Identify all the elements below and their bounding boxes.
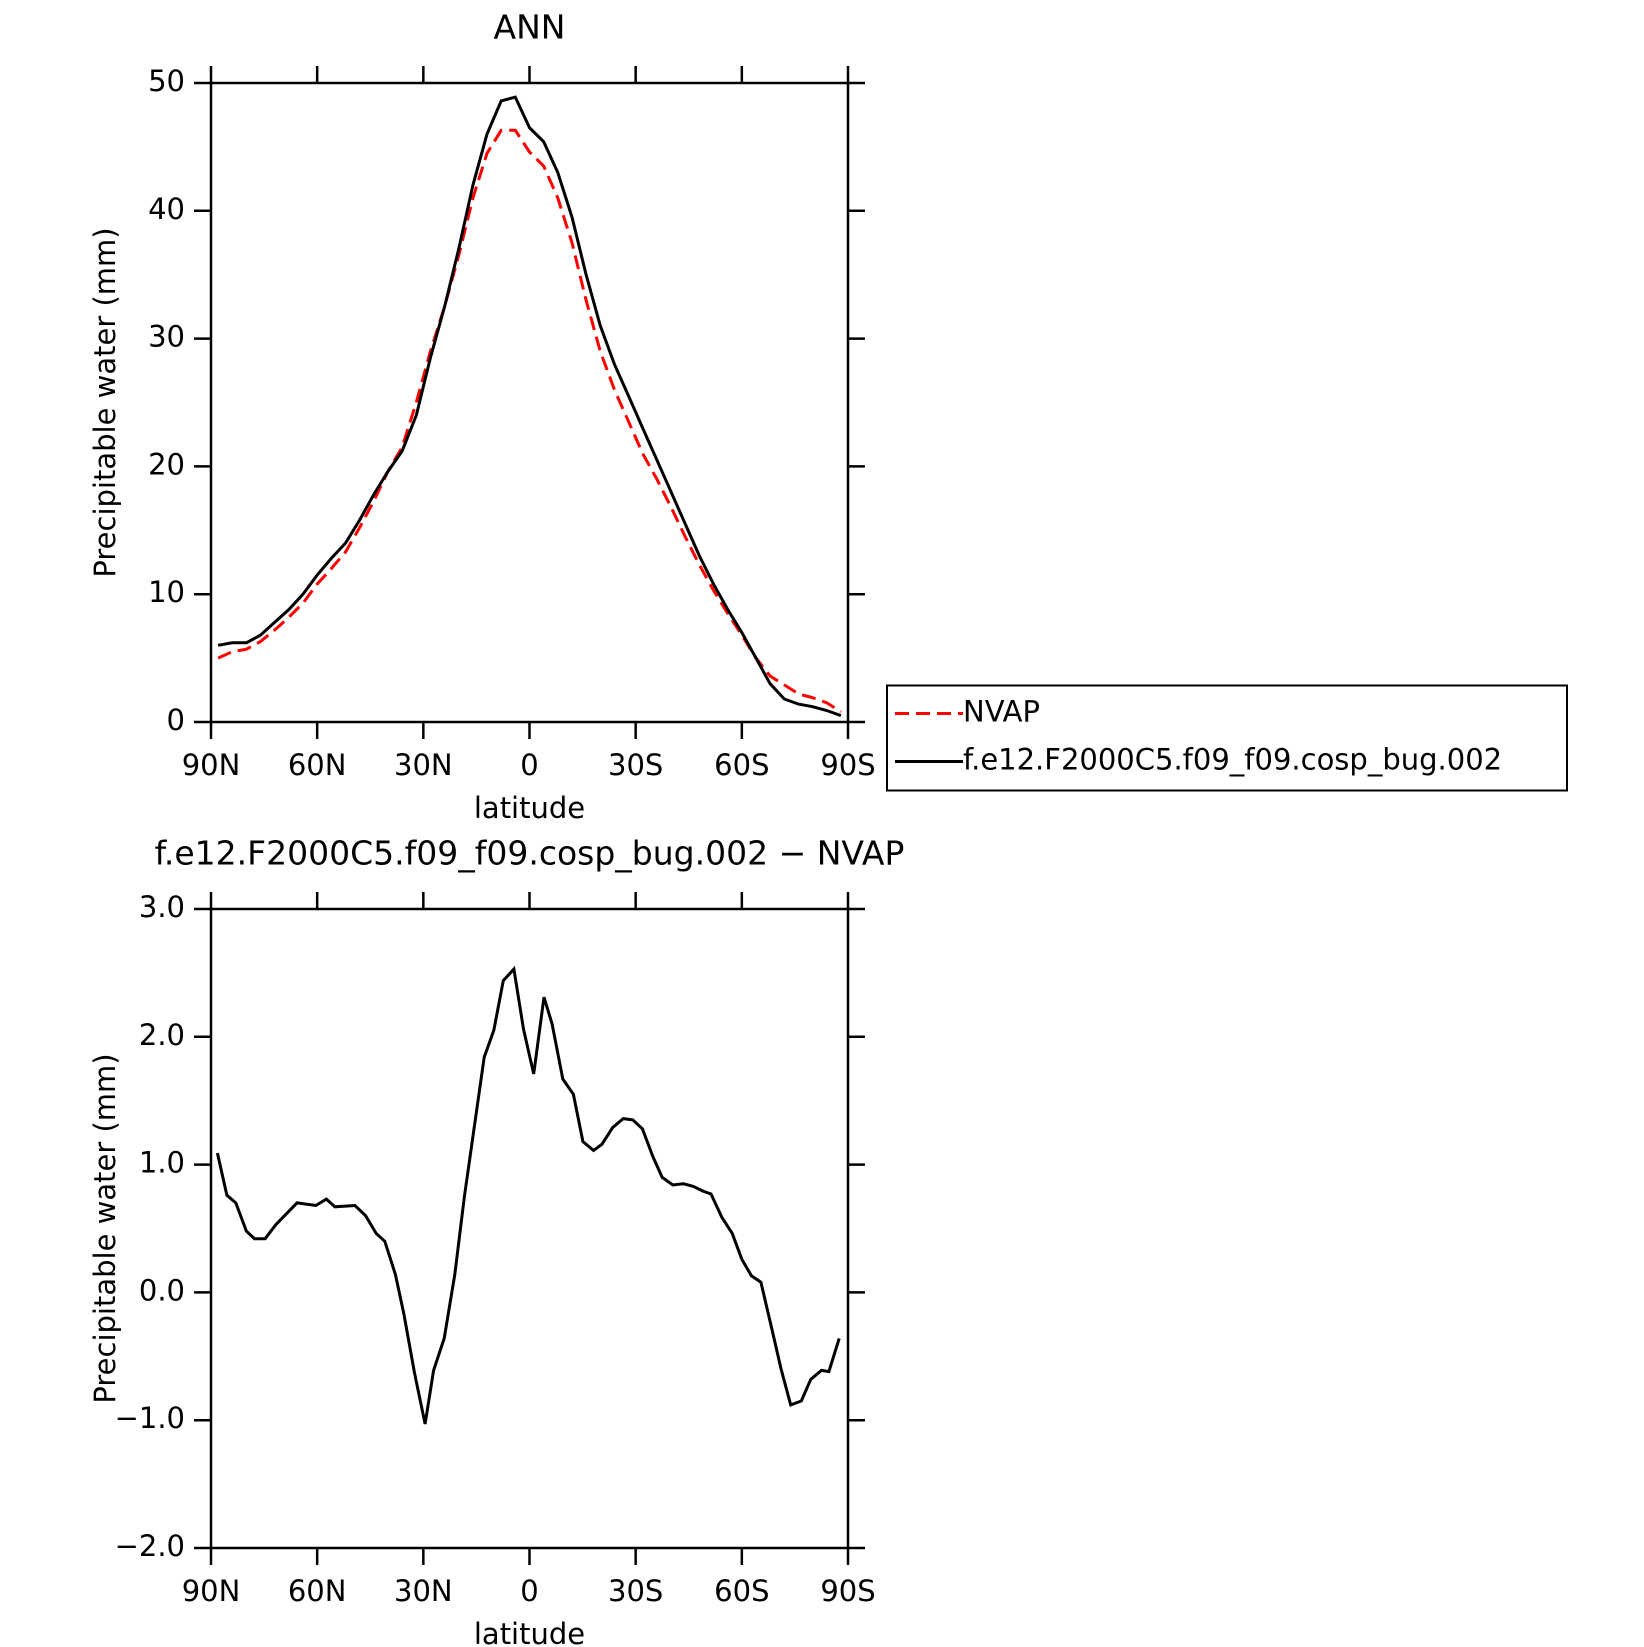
legend-label: NVAP xyxy=(963,695,1040,729)
data-line xyxy=(217,95,842,718)
x-tick-label: 30S xyxy=(608,1574,663,1608)
x-tick-label: 90N xyxy=(182,1574,241,1608)
x-tick-label: 90S xyxy=(820,748,875,782)
plot-frame xyxy=(209,907,850,1550)
x-tick-label: 0 xyxy=(520,748,538,782)
x-tick-label: 30N xyxy=(394,1574,453,1608)
x-axis-label: latitude xyxy=(474,1617,585,1647)
x-tick-label: 60N xyxy=(288,748,347,782)
x-tick-label: 30S xyxy=(608,748,663,782)
x-tick-label: 90N xyxy=(182,748,241,782)
x-tick-label: 60N xyxy=(288,1574,347,1608)
data-line xyxy=(215,965,841,1425)
y-axis-label: Precipitable water (mm) xyxy=(88,1053,122,1403)
y-tick-label: −2.0 xyxy=(115,1529,185,1563)
y-tick-label: 30 xyxy=(148,320,185,354)
legend-box xyxy=(886,684,1568,792)
y-tick-label: 0 xyxy=(167,703,185,737)
x-tick-label: 60S xyxy=(714,1574,769,1608)
y-tick-label: 50 xyxy=(148,64,185,98)
chart-title: f.e12.F2000C5.f09_f09.cosp_bug.002 − NVA… xyxy=(155,834,905,873)
y-axis-label: Precipitable water (mm) xyxy=(88,227,122,577)
y-tick-label: 10 xyxy=(148,575,185,609)
y-tick-label: −1.0 xyxy=(115,1401,185,1435)
x-tick-label: 0 xyxy=(520,1574,538,1608)
y-tick-label: 40 xyxy=(148,192,185,226)
plot-frame xyxy=(209,81,850,724)
y-tick-label: 1.0 xyxy=(139,1146,185,1180)
data-line xyxy=(217,128,842,714)
chart-title: ANN xyxy=(494,8,566,47)
x-axis-label: latitude xyxy=(474,791,585,825)
y-tick-label: 20 xyxy=(148,447,185,481)
x-tick-label: 30N xyxy=(394,748,453,782)
y-tick-label: 2.0 xyxy=(139,1018,185,1052)
y-tick-label: 0.0 xyxy=(139,1273,185,1307)
y-tick-label: 3.0 xyxy=(139,890,185,924)
legend-label: f.e12.F2000C5.f09_f09.cosp_bug.002 xyxy=(963,743,1502,777)
x-tick-label: 60S xyxy=(714,748,769,782)
x-tick-label: 90S xyxy=(820,1574,875,1608)
